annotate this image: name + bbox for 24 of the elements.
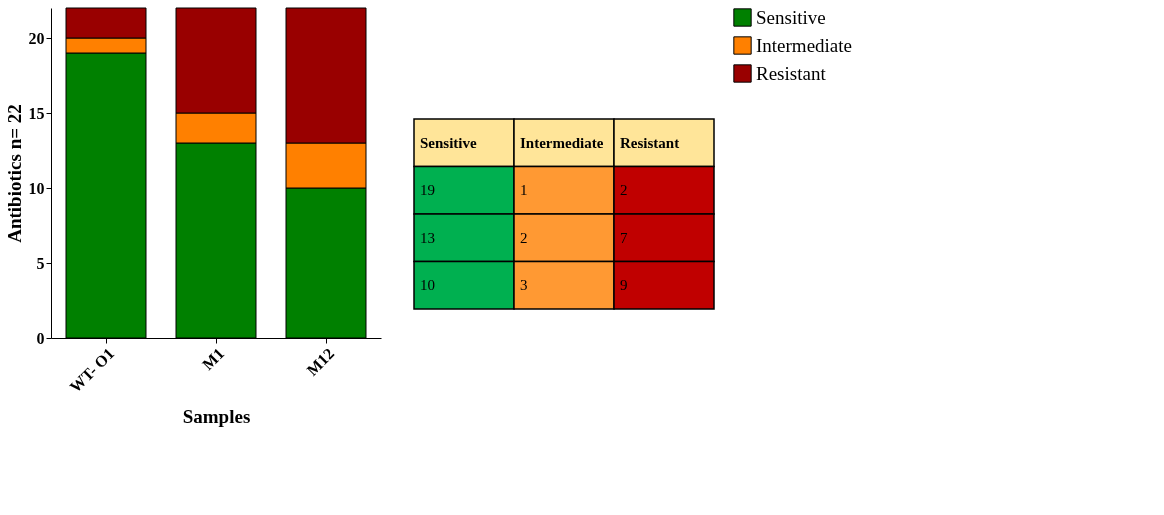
text: 1 (520, 182, 528, 199)
text: 9 (620, 277, 628, 294)
text: 7 (620, 229, 628, 246)
text: Intermediate (520, 134, 604, 151)
text: Resistant (620, 134, 680, 151)
x-tick-label: M1 (198, 344, 228, 374)
y-tick-label: 20 (28, 29, 45, 47)
legend-label: Resistant (756, 62, 827, 84)
text: 10 (420, 277, 435, 294)
text: 13 (420, 229, 435, 246)
text: 2 (520, 229, 528, 246)
x-tick-label: WT- O1 (66, 344, 118, 396)
y-tick-label: 15 (28, 104, 45, 122)
y-tick-label: 0 (36, 329, 45, 347)
legend-label: Sensitive (756, 6, 826, 28)
y-axis-title: Antibiotics n= 22 (3, 104, 25, 243)
text: 3 (520, 277, 528, 294)
legend-label: Intermediate (756, 34, 853, 56)
y-tick-label: 10 (28, 179, 45, 197)
x-axis-title: Samples (182, 405, 251, 427)
text: Sensitive (420, 134, 478, 151)
y-tick-label: 5 (36, 254, 45, 272)
text: 2 (620, 182, 628, 199)
text: 19 (420, 182, 435, 199)
